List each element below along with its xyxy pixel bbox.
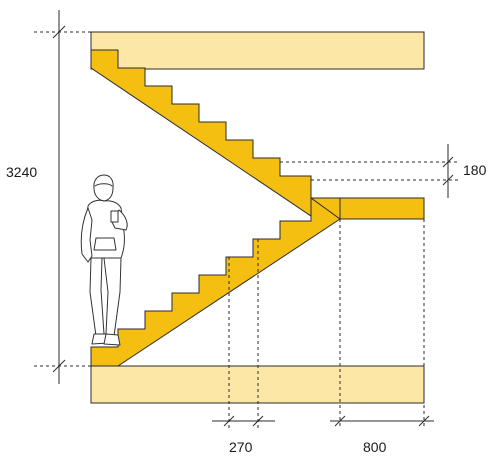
tread-depth-label: 270 [229,439,253,455]
lower-flight [90,197,341,367]
riser-tick-bottom [442,174,454,186]
landing-depth-label: 800 [363,439,387,455]
standing-person-icon [80,174,128,346]
total-height-label: 3240 [6,164,37,180]
riser-height-label: 180 [463,162,487,178]
landing-tick-right [418,415,430,427]
tread-tick-right [252,415,264,427]
riser-tick-top [442,156,454,168]
upper-flight [90,49,312,217]
tread-tick-left [223,415,235,427]
landing-tick-left [334,415,346,427]
upper-slab [90,31,425,70]
